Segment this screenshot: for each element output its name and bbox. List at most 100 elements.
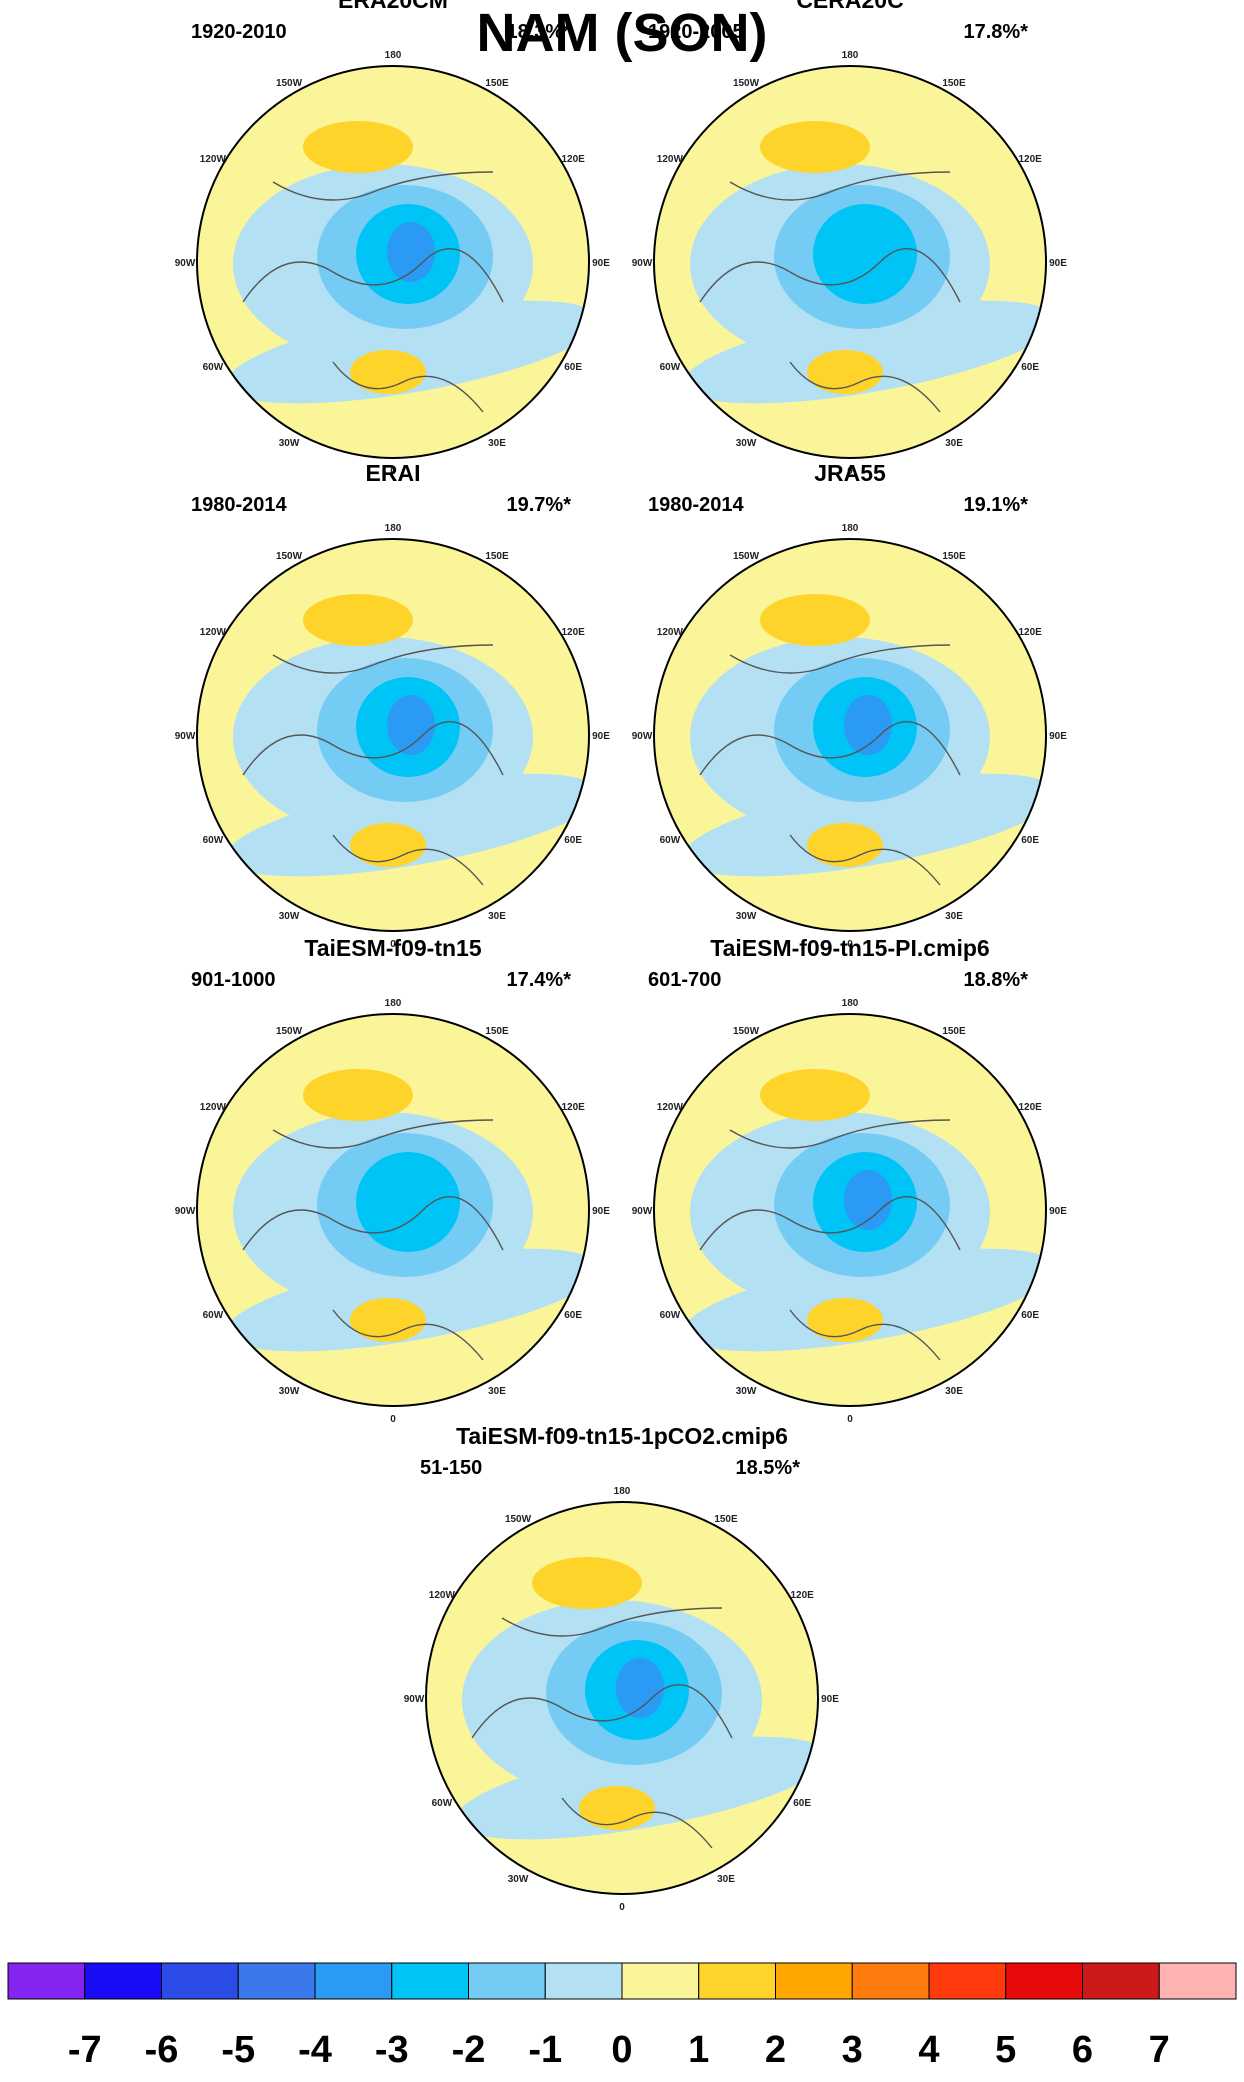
colorbar-cell xyxy=(698,1962,776,2000)
coastline xyxy=(729,644,951,674)
panel-variance: 17.8%* xyxy=(964,21,1029,43)
longitude-label: 120E xyxy=(790,1590,814,1601)
contour-level-plus1 xyxy=(350,1298,426,1342)
contour-level-minus1 xyxy=(454,1736,818,1840)
contour-level-minus1 xyxy=(682,1248,1046,1352)
longitude-label: 120W xyxy=(200,1102,227,1113)
panel-period: 601-700 xyxy=(648,969,721,991)
longitude-label: 120W xyxy=(657,154,684,165)
panel-title: CERA20C xyxy=(796,0,903,13)
longitude-label: 60E xyxy=(1021,362,1039,373)
colorbar: -7 -6 -5 -4 -3 -2 -1 0 1 2 3 4 5 6 7 xyxy=(7,1962,1237,2071)
map-fill xyxy=(197,66,589,458)
contour-level-plus1 xyxy=(532,1557,642,1609)
contour-level-plus1 xyxy=(760,121,870,173)
map-fill xyxy=(197,1014,589,1406)
coastline xyxy=(699,720,961,776)
map-border xyxy=(653,1013,1047,1407)
contour-level-plus1 xyxy=(807,350,883,394)
coastline xyxy=(272,1119,494,1149)
coastline xyxy=(272,644,494,674)
longitude-label: 120W xyxy=(657,1102,684,1113)
contour-level-minus4 xyxy=(387,695,435,755)
contour-level-plus1 xyxy=(807,1298,883,1342)
longitude-label: 150E xyxy=(714,1514,738,1525)
longitude-label: 90W xyxy=(632,731,653,742)
longitude-label: 120W xyxy=(657,627,684,638)
longitude-label: 0 xyxy=(619,1902,625,1913)
longitude-label: 150E xyxy=(485,551,509,562)
contour-level-minus1 xyxy=(225,1248,589,1352)
longitude-label: 180 xyxy=(385,50,402,61)
longitude-label: 150W xyxy=(733,78,760,89)
map-panel: 180 150E 120E 90E 60E 30E 0 30W 60W 90W 120W 150W ER… xyxy=(175,0,611,477)
longitude-label: 90W xyxy=(632,1206,653,1217)
longitude-label: 30W xyxy=(736,911,757,922)
coastline xyxy=(699,247,961,303)
colorbar-label: -4 xyxy=(298,2029,332,2071)
longitude-label: 120E xyxy=(561,154,585,165)
panel-title: TaiESM-f09-tn15-PI.cmip6 xyxy=(710,935,989,961)
longitude-label: 150E xyxy=(485,1026,509,1037)
coastline xyxy=(471,1683,733,1739)
colorbar-label: -3 xyxy=(375,2029,409,2071)
longitude-label: 30E xyxy=(945,911,963,922)
longitude-label: 60W xyxy=(660,835,681,846)
coastline xyxy=(242,1195,504,1251)
longitude-label: 150W xyxy=(733,551,760,562)
longitude-label: 60E xyxy=(564,1310,582,1321)
longitude-label: 0 xyxy=(847,939,853,950)
longitude-label: 60W xyxy=(203,835,224,846)
contour-level-plus1 xyxy=(303,594,413,646)
colorbar-cell xyxy=(928,1962,1007,2000)
contour-level-plus1 xyxy=(760,594,870,646)
longitude-label: 90E xyxy=(821,1694,839,1705)
contour-level-plus1 xyxy=(303,121,413,173)
coastline xyxy=(789,834,941,886)
longitude-label: 90W xyxy=(175,1206,196,1217)
colorbar-cell xyxy=(1082,1962,1160,2000)
panel-variance: 18.5%* xyxy=(736,1457,801,1479)
longitude-label: 0 xyxy=(847,466,853,477)
longitude-label: 120W xyxy=(429,1590,456,1601)
longitude-label: 30W xyxy=(736,1386,757,1397)
longitude-label: 30W xyxy=(508,1874,529,1885)
contour-level-plus1 xyxy=(579,1786,655,1830)
longitude-label: 120W xyxy=(200,627,227,638)
coastline xyxy=(789,1309,941,1361)
longitude-label: 60E xyxy=(564,362,582,373)
longitude-label: 90W xyxy=(175,258,196,269)
colorbar-label: -5 xyxy=(221,2029,255,2071)
coastline xyxy=(332,1309,484,1361)
map-panel: 180 150E 120E 90E 60E 30E 0 30W 60W 90W 120W 150W ER… xyxy=(175,460,611,950)
colorbar-label: 3 xyxy=(842,2029,863,2071)
contour-level-minus3 xyxy=(356,1152,460,1252)
longitude-label: 30E xyxy=(945,1386,963,1397)
longitude-label: 60E xyxy=(564,835,582,846)
longitude-label: 90E xyxy=(1049,731,1067,742)
longitude-label: 60W xyxy=(660,362,681,373)
longitude-label: 150E xyxy=(942,551,966,562)
contour-level-minus4 xyxy=(844,1170,892,1230)
panel-period: 1980-2014 xyxy=(648,494,745,516)
map-border xyxy=(196,538,590,932)
longitude-label: 180 xyxy=(614,1486,631,1497)
map-fill xyxy=(426,1502,818,1894)
panel-variance: 18.8%* xyxy=(964,969,1029,991)
panel-period: 1920-2010 xyxy=(191,21,287,43)
longitude-label: 30E xyxy=(488,911,506,922)
longitude-label: 180 xyxy=(842,523,859,534)
coastline xyxy=(501,1607,723,1637)
coastline xyxy=(729,171,951,201)
contour-level-minus1 xyxy=(682,300,1046,404)
longitude-label: 30W xyxy=(279,1386,300,1397)
contour-level-plus1 xyxy=(807,823,883,867)
map-fill xyxy=(654,1014,1046,1406)
longitude-label: 180 xyxy=(385,523,402,534)
colorbar-label: 7 xyxy=(1149,2029,1170,2071)
longitude-label: 120E xyxy=(1018,627,1042,638)
contour-level-plus1 xyxy=(350,823,426,867)
map-panel: 180 150E 120E 90E 60E 30E 0 30W 60W 90W 120W 150W Ta… xyxy=(632,935,1068,1425)
colorbar-cell xyxy=(161,1962,239,2000)
panel-period: 1920-2005 xyxy=(648,21,744,43)
